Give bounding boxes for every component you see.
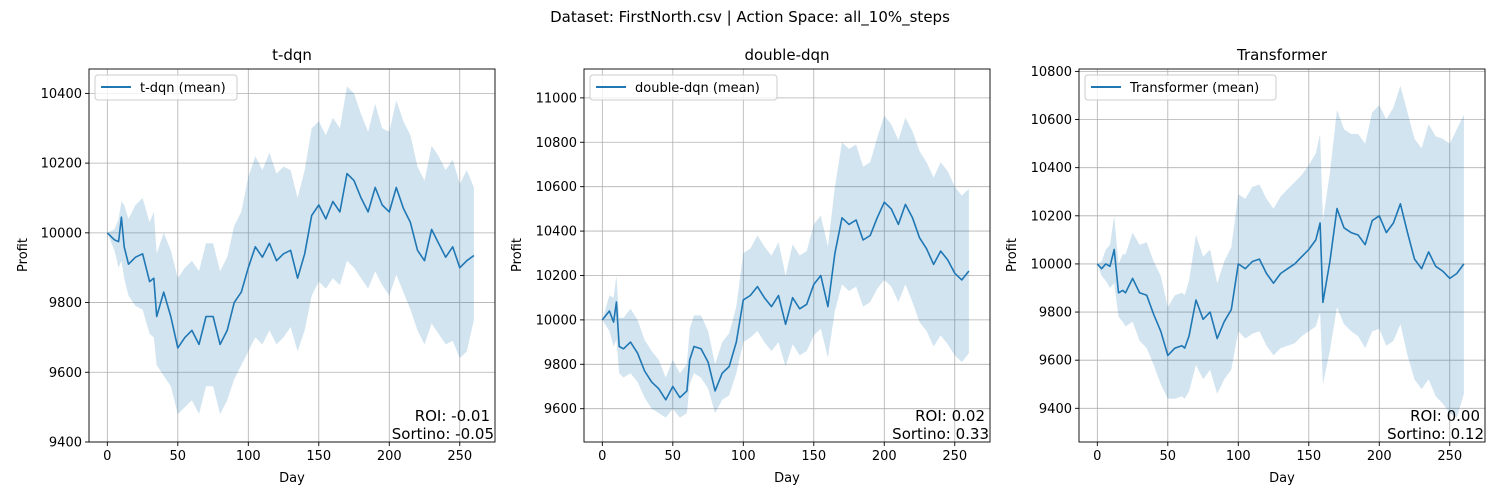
y-axis-label: Profit — [1005, 238, 1020, 272]
y-tick-label: 10600 — [1031, 113, 1072, 128]
legend-box — [1084, 74, 1277, 101]
x-tick-label: 150 — [801, 449, 826, 464]
x-tick-label: 150 — [1296, 449, 1321, 464]
y-tick-label: 10200 — [41, 157, 82, 172]
x-tick-label: 0 — [1093, 449, 1101, 464]
x-axis-label: Day — [279, 471, 305, 486]
y-tick-label: 11000 — [536, 91, 577, 106]
mean-line — [601, 201, 970, 401]
plot-frame — [88, 68, 496, 443]
legend: Transformer (mean) — [1084, 74, 1277, 101]
x-tick-label: 100 — [1226, 449, 1251, 464]
y-tick-label: 10800 — [1031, 65, 1072, 80]
x-axis-label: Day — [774, 471, 800, 486]
y-tick-label: 9600 — [544, 402, 577, 417]
plot-frame — [583, 68, 991, 443]
y-axis-label: Profit — [16, 238, 31, 272]
x-tick-label: 50 — [665, 449, 682, 464]
panel-transformer: 0 50 100 150 200 250 9400 9600 9800 10000 10200 104… — [1005, 46, 1486, 486]
plot-frame — [1078, 68, 1486, 443]
y-tick-label: 10200 — [1031, 209, 1072, 224]
y-tick-label: 10600 — [536, 180, 577, 195]
x-tick-label: 100 — [731, 449, 756, 464]
mean-line — [1096, 203, 1465, 357]
panel-title: t-dqn — [272, 46, 312, 64]
x-tick-label: 0 — [598, 449, 606, 464]
x-tick-label: 200 — [872, 449, 897, 464]
y-tick-label: 10800 — [536, 136, 577, 151]
sortino-annotation: Sortino: 0.33 — [892, 425, 989, 443]
y-tick-label: 10000 — [1031, 257, 1072, 272]
roi-annotation: ROI: -0.01 — [415, 407, 490, 425]
y-tick-label: 9400 — [49, 436, 82, 451]
panel-double-dqn: 0 50 100 150 200 250 9600 9800 10000 10200 10400 10… — [510, 46, 991, 486]
legend-box — [94, 74, 238, 101]
legend-label: Transformer (mean) — [1129, 81, 1259, 96]
x-tick-label: 0 — [103, 449, 111, 464]
y-tick-label: 10400 — [41, 87, 82, 102]
y-tick-label: 10000 — [536, 313, 577, 328]
x-tick-label: 150 — [306, 449, 331, 464]
y-axis-label: Profit — [510, 238, 525, 272]
roi-annotation: ROI: 0.00 — [1410, 407, 1480, 425]
roi-annotation: ROI: 0.02 — [915, 407, 985, 425]
x-tick-label: 50 — [1160, 449, 1177, 464]
confidence-band — [602, 115, 969, 418]
panel-title: Transformer — [1236, 46, 1328, 64]
x-axis-label: Day — [1269, 471, 1295, 486]
y-tick-label: 10400 — [536, 225, 577, 240]
legend: t-dqn (mean) — [94, 74, 238, 101]
y-tick-label: 9600 — [49, 366, 82, 381]
y-tick-label: 10000 — [41, 226, 82, 241]
sortino-annotation: Sortino: 0.12 — [1387, 425, 1484, 443]
legend-label: double-dqn (mean) — [635, 81, 760, 96]
plot-area — [1079, 69, 1485, 442]
x-tick-label: 200 — [377, 449, 402, 464]
legend-box — [589, 74, 778, 101]
y-tick-label: 9600 — [1039, 354, 1072, 369]
sortino-annotation: Sortino: -0.05 — [392, 425, 494, 443]
x-tick-label: 50 — [170, 449, 187, 464]
legend-label: t-dqn (mean) — [140, 81, 226, 96]
y-tick-label: 9800 — [49, 296, 82, 311]
x-tick-label: 250 — [942, 449, 967, 464]
mean-line — [106, 172, 475, 349]
x-tick-label: 100 — [236, 449, 261, 464]
x-tick-label: 250 — [1437, 449, 1462, 464]
y-tick-label: 10400 — [1031, 161, 1072, 176]
y-tick-label: 9800 — [1039, 306, 1072, 321]
panel-title: double-dqn — [744, 46, 829, 64]
y-tick-label: 9800 — [544, 358, 577, 373]
figure-suptitle: Dataset: FirstNorth.csv | Action Space: … — [550, 8, 950, 27]
panel-t-dqn: 0 50 100 150 200 250 9400 9600 9800 10000 10200 104… — [16, 46, 496, 486]
y-tick-label: 9400 — [1039, 402, 1072, 417]
legend: double-dqn (mean) — [589, 74, 778, 101]
plot-area — [584, 69, 990, 442]
y-tick-label: 10200 — [536, 269, 577, 284]
x-tick-label: 200 — [1367, 449, 1392, 464]
x-tick-label: 250 — [447, 449, 472, 464]
